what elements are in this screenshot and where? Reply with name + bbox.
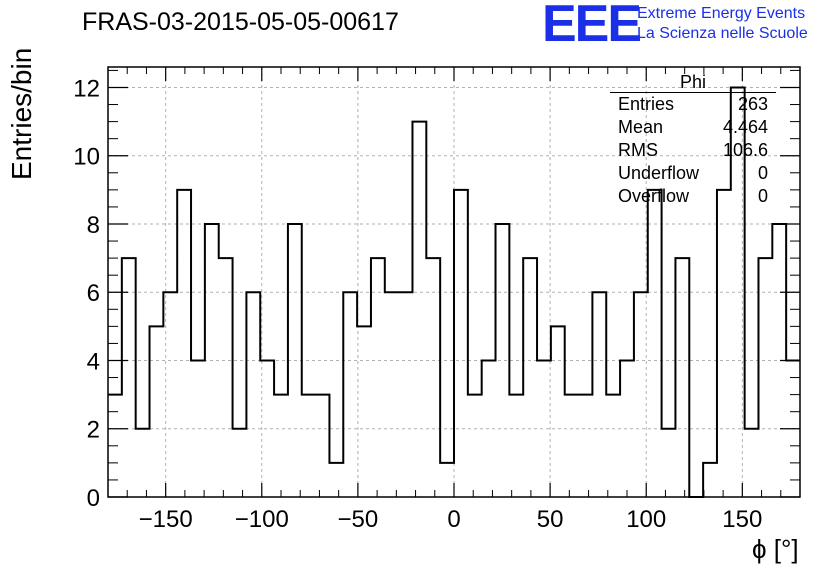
stats-row-overflow: Overflow 0	[610, 185, 776, 208]
stats-value: 0	[757, 163, 768, 183]
chart-title: FRAS-03-2015-05-05-00617	[82, 8, 399, 36]
y-axis-label: Entries/bin	[6, 47, 37, 180]
stats-row-underflow: Underflow 0	[610, 162, 776, 185]
stats-label: RMS	[618, 140, 658, 160]
stats-row-mean: Mean 4.464	[610, 116, 776, 139]
y-tick-label: 12	[73, 75, 100, 102]
stats-label: Entries	[618, 94, 675, 114]
y-tick-label: 4	[87, 348, 100, 375]
stats-label: Overflow	[618, 186, 690, 206]
stats-label: Mean	[618, 117, 664, 137]
stats-value: 263	[737, 94, 768, 114]
y-tick-label: 0	[87, 485, 100, 512]
y-tick-label: 2	[87, 417, 100, 444]
x-axis-label: ϕ [°]	[752, 534, 799, 564]
x-tick-label: 150	[722, 506, 762, 533]
logo-caption-line2: La Scienza nelle Scuole	[637, 25, 808, 42]
stats-row-entries: Entries 263	[610, 93, 776, 116]
y-tick-label: 10	[73, 144, 100, 171]
eee-logo: EEE	[542, 0, 642, 53]
stats-value: 4.464	[722, 117, 768, 137]
stats-row-rms: RMS 106.6	[610, 139, 776, 162]
x-tick-label: 100	[626, 506, 666, 533]
x-tick-label: 0	[447, 506, 460, 533]
y-tick-label: 8	[87, 212, 100, 239]
stats-box: Phi Entries 263 Mean 4.464 RMS 106.6 Und…	[610, 72, 776, 208]
y-tick-label: 6	[87, 280, 100, 307]
x-tick-label: 50	[537, 506, 564, 533]
logo-caption-line1: Extreme Energy Events	[637, 5, 806, 22]
stats-value: 106.6	[722, 140, 768, 160]
stats-title: Phi	[610, 72, 776, 93]
x-tick-label: −100	[235, 506, 289, 533]
stats-value: 0	[757, 186, 768, 206]
histogram-line	[108, 86, 800, 498]
x-tick-label: −50	[338, 506, 379, 533]
x-tick-label: −150	[139, 506, 193, 533]
stats-label: Underflow	[618, 163, 700, 183]
logo-caption: Extreme Energy Events La Scienza nelle S…	[637, 4, 808, 44]
